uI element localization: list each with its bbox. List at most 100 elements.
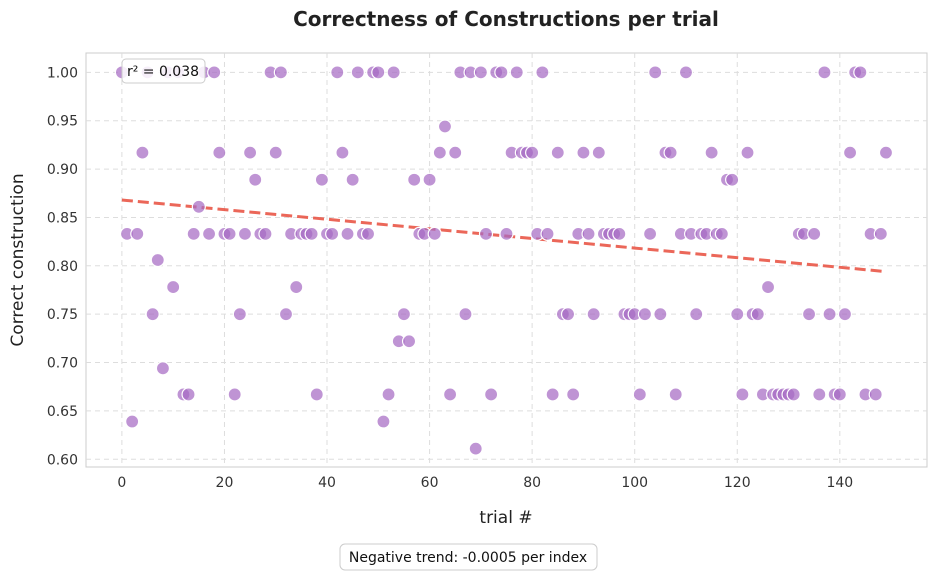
data-point [714,226,729,241]
footnote: Negative trend: -0.0005 per index [339,543,598,571]
data-point [473,65,488,80]
data-point [401,334,417,349]
data-point [735,387,750,402]
data-point [801,307,817,322]
data-point [248,172,263,187]
x-tick-label: 120 [724,475,751,491]
plot-area [85,52,928,468]
data-point [340,226,355,241]
tick-labels: 0 20 40 60 80 100 120 140 0.60 0.65 0.70 0.75 0.80 0.… [47,65,853,491]
data-point [873,226,888,241]
data-point [560,307,576,322]
data-point [786,387,801,402]
data-point [632,387,647,402]
data-point [314,172,329,187]
y-axis-title: Correct construction [8,173,28,346]
data-point [386,65,401,80]
x-tick-label: 0 [117,475,126,491]
data-point [484,387,499,402]
data-point [566,387,581,402]
data-point [273,65,288,80]
data-point [381,387,396,402]
data-point [268,145,283,160]
data-point [427,226,442,241]
data-point [360,226,376,241]
footnote-text: Negative trend: -0.0005 per index [349,550,587,566]
data-point [186,226,201,241]
data-point [232,307,247,322]
data-point [222,226,237,241]
data-point [812,387,827,402]
data-point [612,226,627,241]
data-point [227,387,242,402]
x-axis-title: trial # [479,508,532,528]
data-point [842,145,858,160]
data-point [586,307,601,322]
annotation-box [121,58,206,84]
y-tick-label: 0.65 [47,404,78,420]
data-point [422,172,437,187]
data-point [145,307,160,322]
x-tick-label: 20 [216,475,234,491]
data-point [807,226,822,241]
data-point [760,279,776,295]
data-point [376,414,391,429]
data-point [868,387,883,402]
data-point [289,279,304,295]
data-point [237,226,253,241]
y-tick-label: 1.00 [47,65,78,81]
y-tick-label: 0.80 [47,259,78,275]
data-points [114,65,894,456]
data-point [576,145,591,160]
data-point [468,441,483,456]
data-point [442,387,458,402]
data-point [478,226,494,241]
y-tick-label: 0.95 [47,114,78,130]
data-point [668,387,683,402]
x-tick-label: 80 [523,475,541,491]
data-point [191,199,206,214]
y-tick-label: 0.70 [47,356,78,372]
data-point [837,307,853,322]
x-tick-label: 40 [318,475,336,491]
data-point [663,145,678,160]
data-point [853,65,868,80]
data-point [878,145,894,160]
data-point [335,145,350,160]
data-point [130,226,145,241]
footnote-box [339,543,598,571]
data-point [258,226,273,241]
data-point [345,172,360,187]
data-point [437,119,453,134]
data-point [725,172,740,187]
data-point [637,307,653,322]
chart-title: Correctness of Constructions per trial [293,7,719,31]
data-point [330,65,345,80]
data-point [545,387,560,402]
data-point [150,252,165,268]
data-point [135,145,150,160]
data-point [350,65,365,80]
data-point [817,65,832,80]
data-point [642,226,658,241]
y-tick-label: 0.60 [47,452,78,468]
data-point [740,145,755,160]
annotation-text: r² = 0.038 [127,64,199,80]
data-point [704,145,719,160]
data-point [166,279,181,295]
data-point [458,307,473,322]
y-tick-label: 0.90 [47,162,78,178]
r-squared-annotation: r² = 0.038 [121,58,206,84]
data-point [540,226,555,241]
data-point [525,145,540,160]
data-point [325,226,340,241]
data-point [494,65,509,80]
x-tick-label: 60 [421,475,439,491]
data-point [407,172,422,187]
data-point [304,226,319,241]
data-point [653,307,668,322]
data-point [207,65,222,80]
data-point [278,307,294,322]
y-tick-label: 0.75 [47,307,78,323]
